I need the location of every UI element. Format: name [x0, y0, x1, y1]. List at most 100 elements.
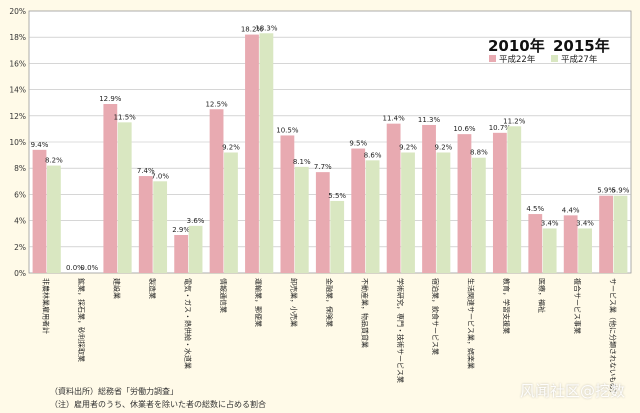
bar-2010 — [351, 148, 366, 273]
data-label-2010: 11.3% — [418, 116, 441, 124]
bar-2015 — [401, 152, 415, 273]
bar-2015 — [117, 122, 132, 273]
x-category-label: 宿泊業，飲食サービス業 — [431, 278, 440, 355]
bar-2010 — [315, 172, 330, 273]
x-category-label: 教育，学習支援業 — [502, 278, 511, 334]
bar-2015 — [542, 228, 557, 273]
y-tick-label: 6% — [14, 190, 26, 199]
data-label-2010: 12.9% — [99, 95, 122, 103]
data-label-2015: 0.0% — [80, 264, 98, 272]
bar-2015 — [153, 181, 168, 273]
watermark: 风闻社区@挖数 — [520, 382, 626, 400]
y-tick-label: 2% — [14, 243, 26, 252]
x-category-label: 不動産業，物品賃貸業 — [360, 278, 369, 348]
y-tick-label: 4% — [14, 217, 26, 226]
x-category-label: 運輸業，郵便業 — [254, 278, 263, 327]
bar-2015 — [259, 33, 274, 273]
x-category-label: 医療，福祉 — [537, 278, 546, 313]
data-label-2010: 5.9% — [597, 187, 615, 195]
legend-label-2015: 平成27年 — [561, 54, 598, 65]
bar-2010 — [280, 135, 295, 273]
data-label-2015: 3.4% — [576, 219, 594, 227]
data-label-2010: 0.0% — [66, 264, 84, 272]
data-label-2015: 18.3% — [255, 24, 278, 32]
x-category-label: サービス業（他に分類されないもの） — [608, 278, 617, 397]
source-note: （資料出所）総務省「労働力調査」 — [50, 387, 178, 396]
bar-2010 — [528, 214, 543, 273]
bar-2010 — [457, 134, 472, 273]
data-label-2010: 2.9% — [172, 226, 190, 234]
data-label-2015: 8.2% — [45, 157, 63, 165]
y-tick-label: 16% — [9, 59, 26, 68]
x-category-label: 建設業 — [113, 278, 122, 299]
data-label-2010: 7.7% — [314, 163, 332, 171]
data-label-2015: 3.6% — [187, 217, 205, 225]
data-label-2015: 11.5% — [114, 113, 137, 121]
data-label-2010: 18.2% — [241, 26, 264, 34]
bar-2015 — [436, 152, 451, 273]
data-label-2015: 3.4% — [541, 219, 559, 227]
y-tick-label: 8% — [14, 164, 26, 173]
bar-2010 — [492, 132, 507, 273]
bar-2010 — [209, 109, 224, 273]
x-category-label: 卸売業，小売業 — [290, 278, 299, 327]
data-label-2015: 9.2% — [435, 143, 453, 151]
y-tick-label: 18% — [9, 33, 26, 42]
data-label-2010: 10.6% — [453, 125, 476, 133]
x-category-label: 電気・ガス・熱供給・水道業 — [183, 278, 192, 369]
x-category-label: 金融業，保険業 — [325, 278, 334, 327]
bar-2010 — [138, 176, 153, 273]
bar-2015 — [188, 225, 203, 273]
bar-2015 — [294, 166, 309, 273]
data-label-2010: 10.7% — [489, 124, 512, 132]
y-tick-label: 0% — [14, 269, 26, 278]
bar-2010 — [563, 215, 578, 273]
data-label-2010: 4.5% — [526, 205, 544, 213]
bar-2015 — [224, 152, 238, 273]
data-label-2010: 9.4% — [31, 141, 49, 149]
bar-2010 — [174, 235, 189, 273]
legend-title-2015: 2015年 — [553, 37, 610, 55]
bar-2010 — [386, 123, 401, 273]
data-label-2015: 8.6% — [364, 151, 382, 159]
data-label-2010: 12.5% — [205, 100, 228, 108]
bar-2010 — [245, 34, 259, 273]
data-label-2015: 8.8% — [470, 149, 488, 157]
bar-2010 — [599, 195, 613, 273]
data-label-2015: 5.9% — [612, 187, 630, 195]
bar-2010 — [32, 149, 47, 273]
legend-title-2010: 2010年 — [488, 37, 545, 55]
definition-note: （注）雇用者のうち、休業者を除いた者の総数に占める割合 — [50, 400, 266, 409]
bar-2010 — [103, 104, 118, 273]
bar-2015 — [613, 195, 628, 273]
y-tick-label: 20% — [9, 7, 26, 16]
data-label-2015: 5.5% — [328, 192, 346, 200]
x-category-label: 学術研究，専門・技術サービス業 — [396, 278, 405, 383]
data-label-2015: 11.2% — [503, 117, 526, 125]
bar-2015 — [471, 157, 486, 273]
y-tick-label: 14% — [9, 86, 26, 95]
x-category-label: 鉱業，採石業，砂利採取業 — [77, 278, 86, 362]
bar-2010 — [422, 124, 436, 273]
y-tick-label: 10% — [9, 138, 26, 147]
bar-2015 — [365, 160, 380, 273]
legend-swatch-2010 — [489, 55, 496, 62]
bar-2015 — [507, 126, 522, 273]
legend-label-2010: 平成22年 — [499, 54, 536, 65]
x-category-label: 複合サービス事業 — [573, 278, 582, 334]
data-label-2010: 7.4% — [137, 167, 155, 175]
legend-swatch-2015 — [551, 55, 558, 62]
data-label-2015: 9.2% — [222, 143, 240, 151]
x-category-label: 生活関連サービス業，娯楽業 — [467, 278, 476, 369]
data-label-2010: 11.4% — [382, 115, 405, 123]
data-label-2015: 7.0% — [151, 172, 169, 180]
data-label-2010: 9.5% — [349, 140, 367, 148]
bar-2015 — [330, 200, 345, 273]
data-label-2010: 4.4% — [562, 206, 580, 214]
x-category-label: 非農林業雇用者計 — [42, 278, 51, 334]
y-tick-label: 12% — [9, 112, 26, 121]
data-label-2015: 9.2% — [399, 143, 417, 151]
x-category-label: 製造業 — [148, 278, 157, 299]
